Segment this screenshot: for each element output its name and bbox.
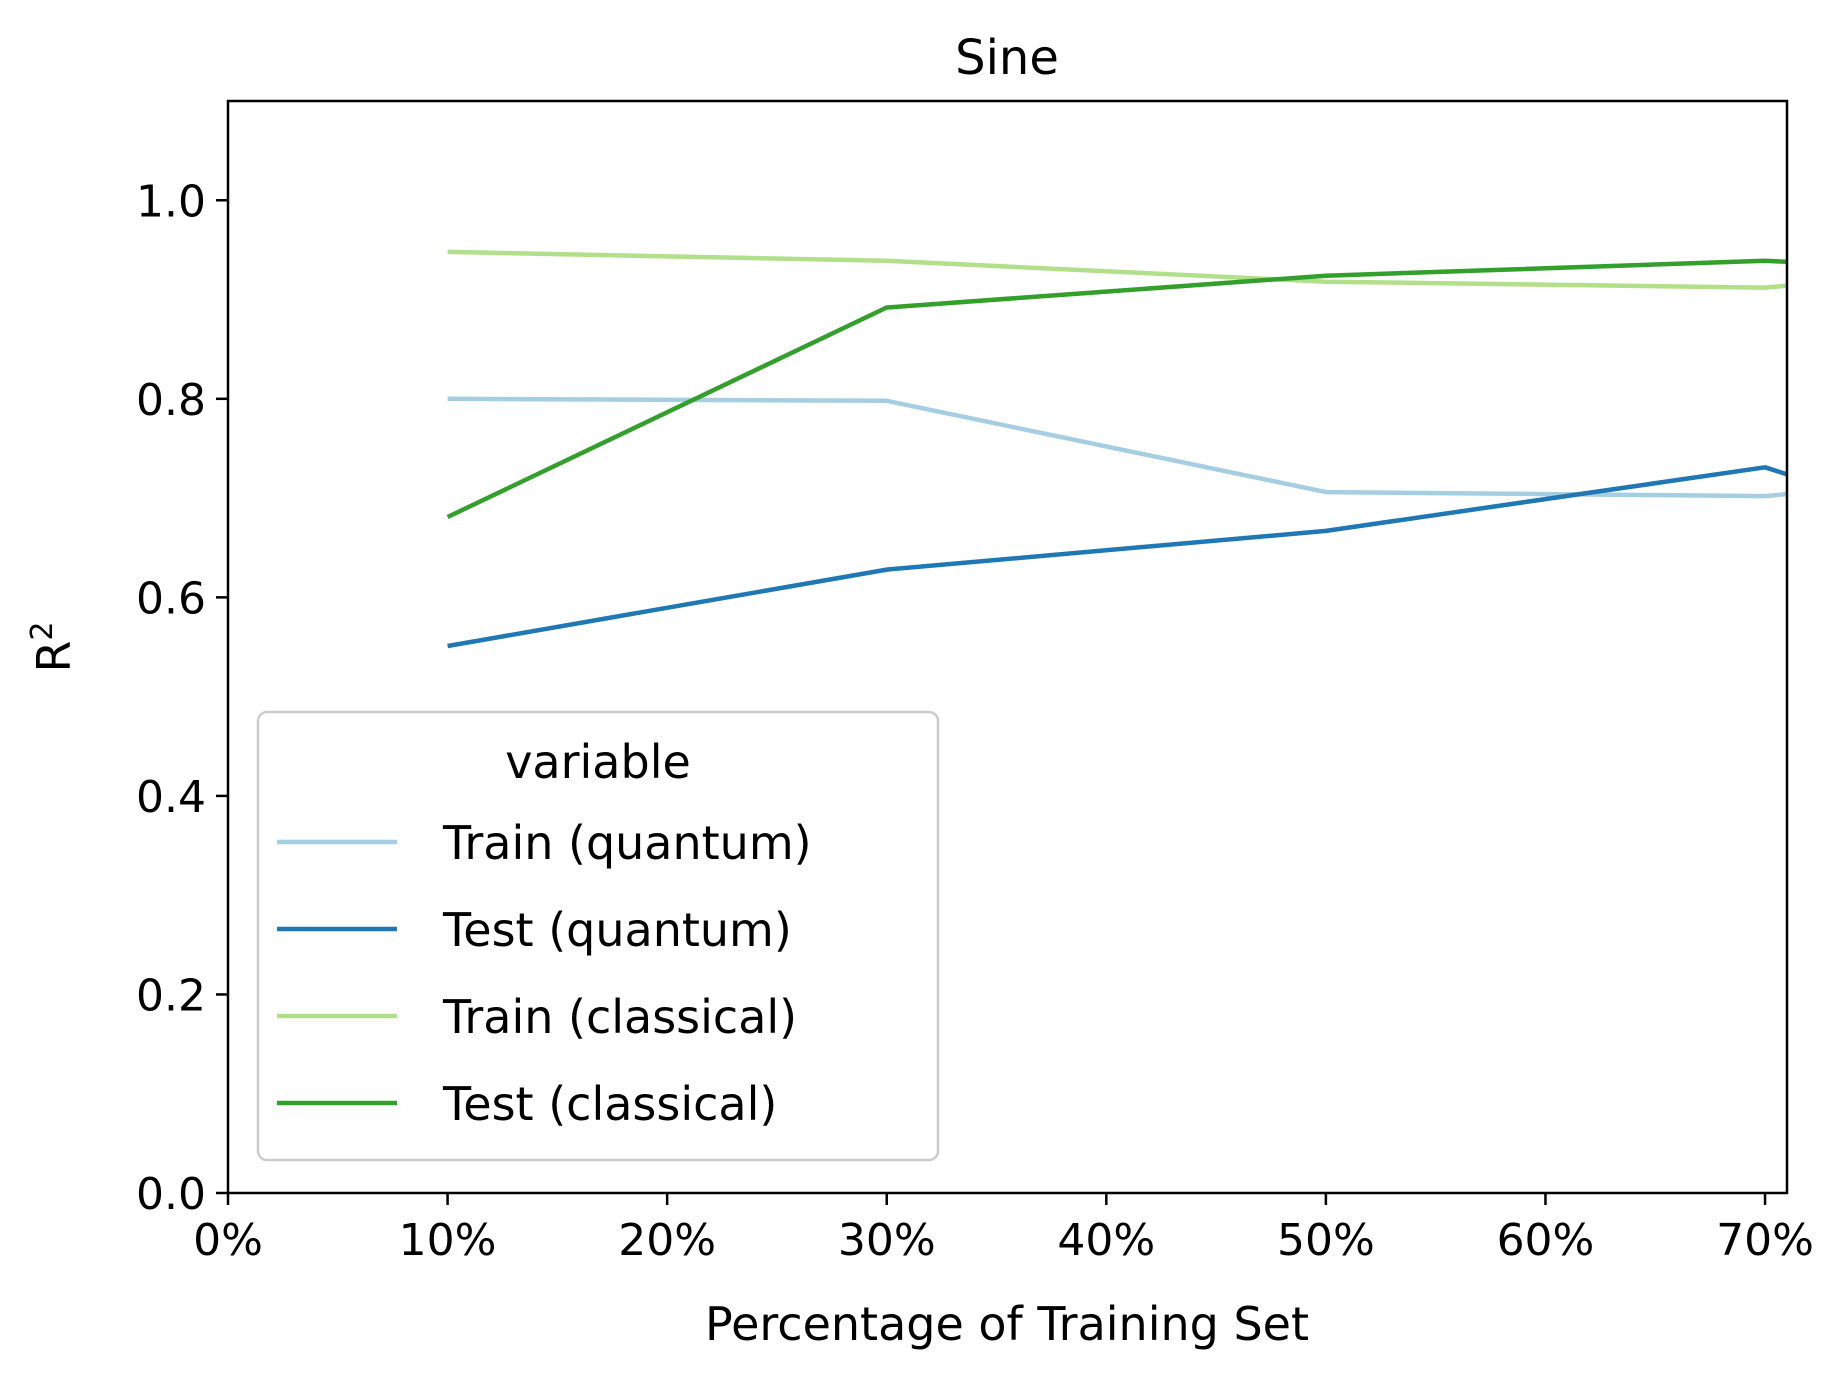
y-tick-label: 0.0 [136, 1169, 206, 1220]
x-tick-label: 30% [838, 1215, 936, 1266]
y-axis: 0.0 0.2 0.4 0.6 0.8 1.0 [136, 176, 228, 1220]
plot-area-frame [226, 99, 1789, 1195]
legend: variable Train (quantum)Test (quantum)Tr… [256, 710, 940, 1162]
series-layer [446, 249, 1787, 649]
x-axis: 0% 10% 20% 30% 40% 50% 60% 70% [193, 1193, 1814, 1266]
legend-label-0: Train (quantum) [442, 816, 812, 870]
y-axis-title: R2 [25, 621, 81, 672]
y-tick-label: 0.8 [136, 375, 206, 426]
x-tick-label: 10% [399, 1215, 497, 1266]
x-tick-label: 60% [1497, 1215, 1595, 1266]
y-tick-label: 0.6 [136, 573, 206, 624]
y-axis-title-base: R [27, 641, 81, 673]
chart-title: Sine [955, 30, 1059, 86]
series-line-3 [446, 258, 1787, 520]
legend-label-3: Test (classical) [442, 1077, 777, 1131]
legend-title: variable [505, 735, 691, 789]
x-tick-label: 20% [618, 1215, 716, 1266]
y-axis-title-superscript: 2 [25, 621, 60, 640]
y-tick-label: 0.4 [136, 772, 206, 823]
legend-label-2: Train (classical) [442, 990, 797, 1044]
x-tick-label: 70% [1716, 1215, 1814, 1266]
series-line-0 [447, 396, 1787, 499]
series-line-2 [447, 249, 1787, 290]
series-line-1 [447, 465, 1787, 649]
x-tick-label: 50% [1277, 1215, 1375, 1266]
y-tick-label: 0.2 [136, 970, 206, 1021]
x-tick-label: 0% [193, 1215, 263, 1266]
x-tick-label: 40% [1057, 1215, 1155, 1266]
legend-entries: Train (quantum) Test (quantum) Train (clas… [277, 816, 812, 1131]
x-axis-title: Percentage of Training Set [705, 1297, 1309, 1351]
legend-box [256, 710, 940, 1162]
y-tick-label: 1.0 [136, 176, 206, 227]
legend-label-1: Test (quantum) [442, 903, 792, 957]
